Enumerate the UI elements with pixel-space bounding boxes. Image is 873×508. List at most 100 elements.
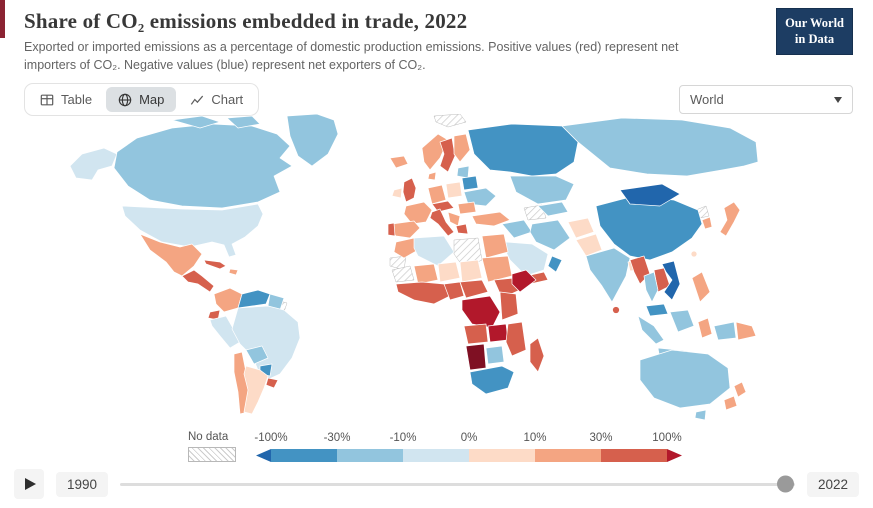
region-usa[interactable] [121, 203, 264, 258]
region-borneo[interactable] [669, 309, 695, 333]
region-canada[interactable] [113, 123, 293, 209]
legend-bin[interactable] [271, 449, 337, 462]
legend-arrow-right[interactable] [667, 449, 682, 462]
region-romania[interactable] [457, 201, 477, 215]
region-new-zealand[interactable] [733, 381, 747, 398]
region-south-africa[interactable] [469, 365, 515, 395]
entity-selector[interactable]: World [679, 85, 853, 114]
region-pakistan[interactable] [575, 233, 603, 257]
legend-bin[interactable] [337, 449, 403, 462]
region-botswana[interactable] [485, 345, 505, 365]
region-iraq-syria[interactable] [501, 219, 533, 239]
region-taiwan[interactable] [690, 250, 698, 258]
region-uzbekistan[interactable] [537, 201, 569, 217]
tab-map[interactable]: Map [106, 87, 177, 112]
region-morocco[interactable] [393, 237, 419, 259]
region-egypt[interactable] [481, 233, 509, 259]
region-bolivia[interactable] [245, 345, 269, 365]
legend-bin[interactable] [403, 449, 469, 462]
legend-arrow-left[interactable] [256, 449, 271, 462]
region-finland[interactable] [453, 133, 471, 163]
region-sudan[interactable] [481, 255, 513, 283]
region-south-korea[interactable] [701, 216, 713, 230]
region-uk[interactable] [402, 177, 417, 203]
region-svalbard-no-data[interactable] [433, 114, 467, 128]
region-greece[interactable] [455, 223, 469, 235]
region-portugal[interactable] [387, 222, 396, 237]
region-vietnam[interactable] [661, 260, 681, 301]
region-russia-west[interactable] [467, 123, 579, 177]
region-kazakhstan[interactable] [509, 175, 575, 205]
region-peru[interactable] [209, 315, 241, 349]
region-italy[interactable] [429, 208, 455, 237]
region-angola[interactable] [463, 323, 489, 345]
region-brazil[interactable] [231, 305, 301, 381]
region-central-america[interactable] [181, 269, 215, 293]
legend-bin[interactable] [535, 449, 601, 462]
region-sumatra[interactable] [637, 315, 665, 345]
region-ukraine[interactable] [463, 187, 497, 207]
region-denmark[interactable] [427, 171, 437, 181]
region-malaysia[interactable] [645, 303, 669, 317]
region-new-zealand[interactable] [723, 395, 738, 411]
region-alpine[interactable] [431, 200, 455, 213]
region-oman[interactable] [547, 255, 563, 273]
region-france[interactable] [403, 201, 433, 225]
region-madagascar[interactable] [529, 337, 545, 373]
timeline-track[interactable] [120, 475, 795, 493]
region-greenland[interactable] [286, 114, 339, 167]
region-horn-of-africa[interactable] [511, 269, 537, 293]
region-cameroon-car[interactable] [459, 279, 489, 299]
region-poland[interactable] [445, 181, 463, 199]
region-sri-lanka[interactable] [612, 306, 620, 314]
region-ireland[interactable] [391, 187, 403, 199]
region-argentina[interactable] [243, 365, 269, 415]
region-sulawesi[interactable] [697, 317, 713, 339]
region-mauritania-no-data[interactable] [391, 265, 415, 283]
region-russia-east[interactable] [561, 117, 759, 177]
region-east-africa[interactable] [499, 291, 519, 321]
play-button[interactable] [14, 469, 44, 499]
timeline-handle[interactable] [776, 475, 794, 493]
region-iceland[interactable] [389, 155, 409, 169]
region-iran[interactable] [529, 219, 571, 251]
region-germany[interactable] [427, 184, 447, 205]
region-belarus[interactable] [461, 175, 479, 191]
legend-bin[interactable] [469, 449, 535, 462]
owid-logo[interactable]: Our World in Data [776, 8, 853, 55]
region-balkans[interactable] [447, 211, 461, 227]
region-afghanistan[interactable] [567, 217, 595, 239]
region-uruguay[interactable] [265, 377, 279, 389]
tab-table[interactable]: Table [28, 87, 104, 112]
region-algeria[interactable] [413, 235, 455, 267]
region-alaska[interactable] [69, 147, 118, 181]
region-arctic-islands[interactable] [226, 115, 261, 129]
tab-chart[interactable]: Chart [178, 87, 255, 112]
no-data-swatch[interactable] [188, 447, 236, 462]
region-papua-new-guinea[interactable] [735, 321, 757, 341]
timeline-end-year[interactable]: 2022 [806, 471, 859, 497]
region-nigeria[interactable] [443, 281, 465, 301]
region-niger[interactable] [437, 261, 461, 283]
region-baltics[interactable] [456, 165, 470, 179]
region-arctic-islands[interactable] [171, 115, 221, 129]
region-japan[interactable] [719, 201, 741, 237]
timeline-start-year[interactable]: 1990 [56, 471, 109, 497]
legend-bin[interactable] [601, 449, 667, 462]
region-new-guinea-west[interactable] [713, 321, 737, 341]
region-drc[interactable] [461, 295, 501, 329]
region-turkey[interactable] [471, 211, 511, 227]
region-mexico[interactable] [139, 233, 203, 277]
region-west-africa[interactable] [395, 281, 451, 305]
region-chad[interactable] [459, 259, 483, 283]
region-venezuela[interactable] [237, 289, 271, 309]
region-sweden[interactable] [439, 137, 456, 173]
region-hispaniola[interactable] [228, 268, 239, 276]
region-mali[interactable] [413, 263, 439, 285]
region-cuba[interactable] [203, 259, 227, 270]
region-thailand[interactable] [643, 271, 659, 303]
region-zambia[interactable] [487, 323, 509, 343]
region-zimbabwe-mozambique[interactable] [505, 321, 527, 357]
region-india[interactable] [585, 247, 631, 303]
region-philippines[interactable] [691, 271, 711, 303]
